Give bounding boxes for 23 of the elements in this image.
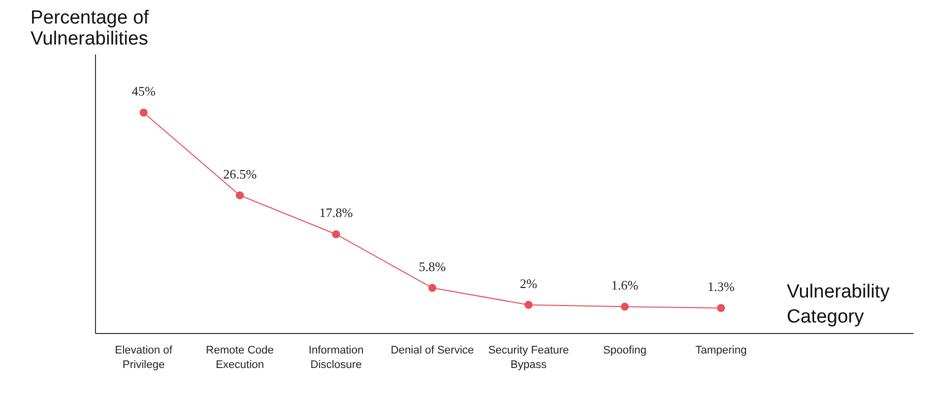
data-label: 1.6% xyxy=(611,278,639,293)
y-axis-title: Percentage of Vulnerabilities xyxy=(30,8,150,50)
data-label: 26.5% xyxy=(223,166,257,182)
data-label: 17.8% xyxy=(319,205,354,220)
x-tick-label: Information Disclosure xyxy=(308,344,364,371)
x-tick-label: Tampering xyxy=(695,344,747,356)
x-tick-label: Spoofing xyxy=(603,344,647,356)
point xyxy=(140,108,148,117)
data-label: 5.8% xyxy=(418,258,446,274)
point xyxy=(332,230,340,238)
x-axis-title: Vulnerability Category xyxy=(786,282,890,328)
point xyxy=(428,284,436,292)
point xyxy=(236,191,244,200)
data-label: 1.3% xyxy=(707,279,735,294)
data-label: 45% xyxy=(132,84,156,99)
x-tick-label: Remote Code Execution xyxy=(206,344,274,371)
x-tick-label: Elevation of Privilege xyxy=(114,344,174,371)
point xyxy=(620,302,629,311)
x-tick-label: Denial of Service xyxy=(390,344,474,356)
data-label: 2% xyxy=(520,276,538,291)
point xyxy=(717,304,726,312)
x-tick-label: Security Feature Bypass xyxy=(488,344,569,371)
point xyxy=(524,300,533,309)
